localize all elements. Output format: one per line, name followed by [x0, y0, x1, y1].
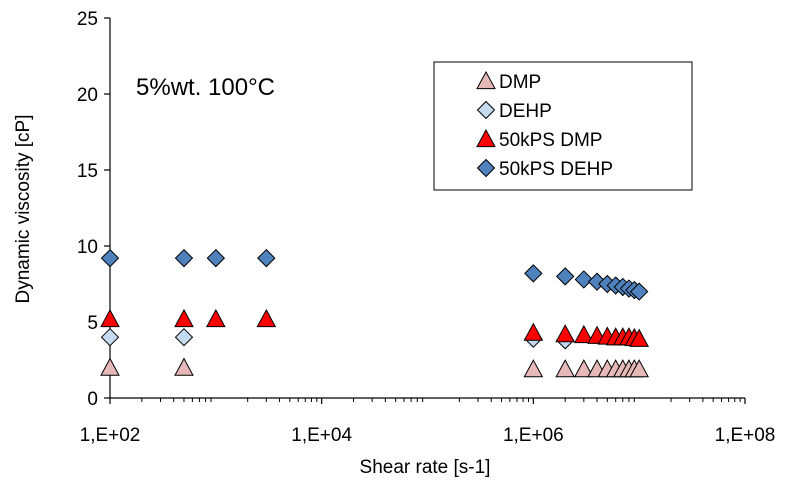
legend-marker: [476, 158, 496, 178]
data-point: [629, 359, 650, 378]
data-point: [573, 359, 594, 378]
series-50kps-dmp: [100, 308, 650, 347]
legend-entry: 50kPS DMP: [499, 130, 602, 151]
x-tick-label: 1,E+02: [80, 425, 141, 446]
y-tick-label: 10: [77, 237, 98, 258]
data-point: [174, 327, 194, 347]
y-tick-label: 25: [77, 9, 98, 30]
data-point: [524, 264, 543, 283]
legend-entry: DMP: [499, 72, 541, 93]
y-tick-label: 20: [77, 85, 98, 106]
data-point: [100, 308, 120, 328]
data-point: [555, 324, 576, 343]
plot-area: 0 5 10 15 20 25 1,E+02 1,E+04 1,E+06 1,E+08: [77, 9, 776, 446]
data-point: [100, 357, 120, 376]
data-point: [100, 327, 120, 347]
data-point: [523, 322, 544, 341]
legend-marker: [476, 100, 496, 120]
legend-entry: DEHP: [499, 101, 552, 122]
series-dehp: [100, 327, 575, 350]
data-point: [174, 248, 194, 268]
y-tick-label: 5: [87, 313, 98, 334]
data-point: [573, 324, 594, 344]
series-dmp: [100, 357, 650, 378]
data-point: [256, 308, 277, 328]
data-point: [555, 267, 575, 286]
legend-box: [433, 61, 693, 191]
data-point: [206, 248, 226, 268]
data-point: [555, 359, 576, 378]
y-tick-label: 0: [87, 389, 98, 410]
legend-entry: 50kPS DEHP: [499, 159, 613, 180]
data-point: [257, 248, 276, 268]
series-50kps-dehp: [100, 248, 649, 301]
y-tick-label: 15: [77, 161, 98, 182]
data-point: [523, 359, 544, 378]
data-point: [629, 328, 650, 347]
data-point: [205, 308, 226, 328]
legend-marker: [476, 70, 496, 90]
x-tick-label: 1,E+04: [291, 425, 352, 446]
data-point: [574, 270, 594, 289]
data-point: [174, 357, 194, 376]
y-axis-title: Dynamic viscosity [cP]: [13, 115, 34, 304]
x-tick-label: 1,E+08: [715, 425, 776, 446]
annotation-label: 5%wt. 100°C: [136, 74, 275, 101]
x-tick-label: 1,E+06: [503, 425, 564, 446]
data-point: [629, 282, 649, 301]
data-point: [100, 248, 120, 268]
data-point: [174, 308, 194, 328]
legend: DMP DEHP 50kPS DMP 50kPS DEHP: [433, 61, 693, 191]
x-axis-title: Shear rate [s-1]: [360, 457, 491, 478]
legend-marker: [476, 128, 496, 148]
